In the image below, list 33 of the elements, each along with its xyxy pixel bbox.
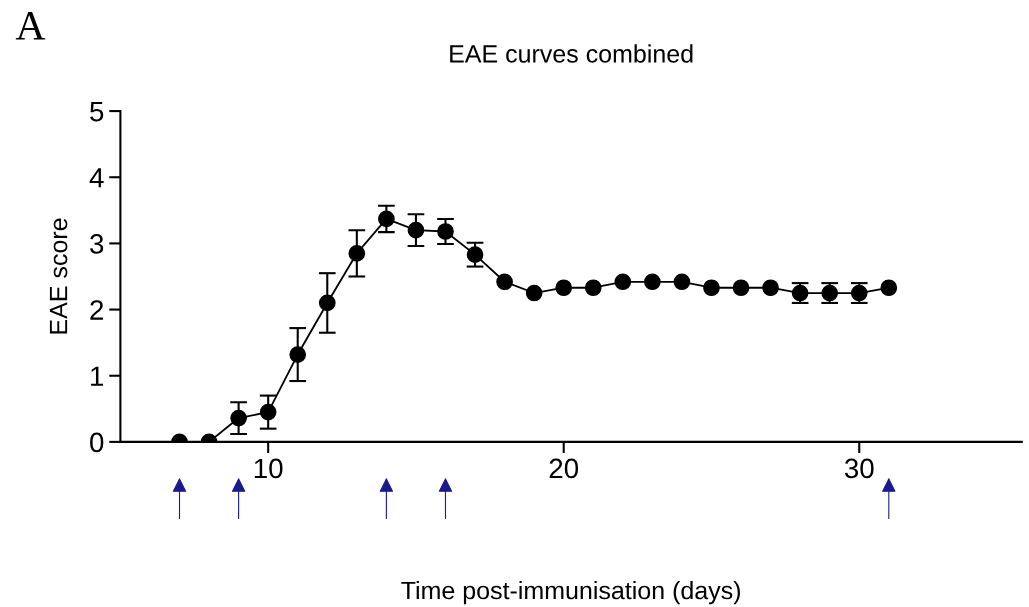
text: A bbox=[15, 11, 46, 40]
point bbox=[259, 403, 277, 421]
point bbox=[762, 279, 779, 297]
y-axis-title: EAE score bbox=[49, 218, 68, 334]
y-tick-label: 3 bbox=[90, 234, 104, 254]
point bbox=[437, 223, 454, 240]
x-tick-label: 20 bbox=[549, 458, 579, 479]
y-tick-label: 4 bbox=[89, 168, 104, 188]
point bbox=[378, 210, 395, 228]
point bbox=[614, 273, 632, 291]
x-axis-title: Time post-immunisation (days) bbox=[401, 580, 740, 605]
point bbox=[703, 279, 720, 297]
y-tick-label: 1 bbox=[91, 366, 104, 386]
y-tick-label: 0 bbox=[90, 432, 104, 453]
point bbox=[407, 221, 425, 239]
point bbox=[318, 294, 336, 312]
point bbox=[584, 279, 602, 297]
point bbox=[289, 346, 307, 363]
y-tick-label: 2 bbox=[90, 300, 104, 320]
x-tick-label: 30 bbox=[844, 458, 874, 479]
point bbox=[673, 273, 691, 291]
point bbox=[644, 273, 661, 291]
point bbox=[525, 284, 543, 302]
point bbox=[732, 279, 750, 297]
x-tick-label: 10 bbox=[254, 458, 283, 479]
y-tick-label: 5 bbox=[90, 102, 104, 122]
chart-title: EAE curves combined bbox=[450, 44, 693, 63]
point bbox=[466, 246, 484, 263]
point bbox=[230, 409, 247, 427]
point bbox=[348, 244, 366, 262]
point bbox=[880, 279, 898, 297]
point bbox=[496, 273, 513, 291]
point bbox=[555, 279, 573, 297]
